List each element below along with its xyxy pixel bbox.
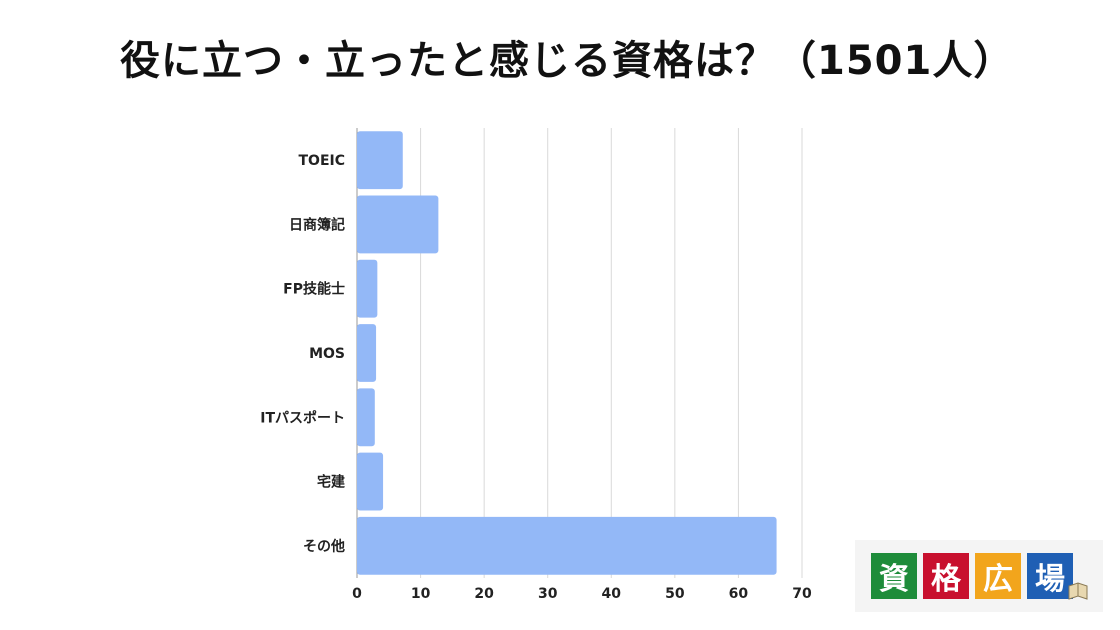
logo-tile-1: 資 [871, 553, 917, 599]
category-label-0: TOEIC [299, 153, 346, 169]
x-tick-label-40: 40 [602, 586, 622, 602]
x-tick-label-60: 60 [729, 586, 749, 602]
x-tick-label-30: 30 [538, 586, 558, 602]
category-label-5: 宅建 [317, 474, 345, 491]
chart-title: 役に立つ・立ったと感じる資格は？（1501人） [120, 38, 1015, 84]
brand-logo: 資 格 広 場 [855, 540, 1103, 612]
x-tick-label-50: 50 [665, 586, 685, 602]
bar-5 [357, 452, 384, 511]
bar-1 [357, 195, 439, 254]
bar-6 [357, 516, 777, 575]
bar-0 [357, 131, 403, 190]
book-icon [1068, 582, 1088, 600]
x-tick-label-20: 20 [474, 586, 494, 602]
bar-2 [357, 259, 378, 318]
x-tick-label-70: 70 [792, 586, 812, 602]
category-label-2: FP技能士 [283, 281, 345, 298]
logo-tile-2: 格 [923, 553, 969, 599]
logo-tile-3: 広 [975, 553, 1021, 599]
category-label-3: MOS [309, 346, 345, 362]
category-label-4: ITパスポート [260, 409, 345, 426]
bar-4 [357, 388, 375, 447]
logo-tile-4: 場 [1027, 553, 1073, 599]
category-label-1: 日商簿記 [289, 216, 345, 233]
x-tick-label-10: 10 [411, 586, 431, 602]
bar-3 [357, 324, 377, 382]
x-tick-label-0: 0 [352, 586, 362, 602]
category-label-6: その他 [303, 538, 345, 555]
